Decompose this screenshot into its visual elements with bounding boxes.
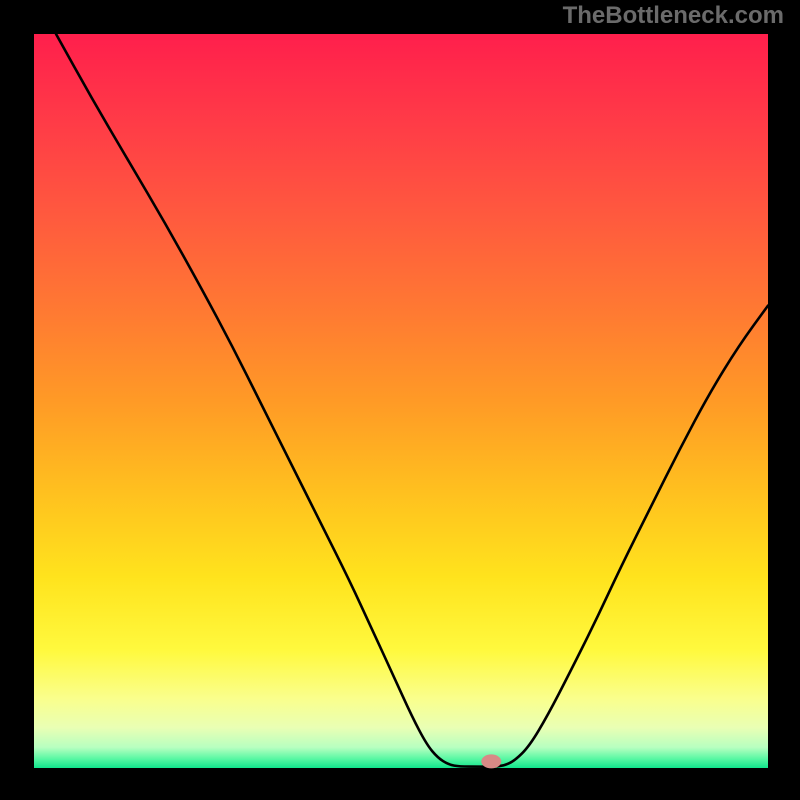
optimal-marker: [481, 754, 501, 768]
watermark-text: TheBottleneck.com: [563, 2, 784, 30]
chart-background: [34, 34, 768, 768]
bottleneck-chart: [0, 0, 800, 800]
chart-container: TheBottleneck.com: [0, 0, 800, 800]
